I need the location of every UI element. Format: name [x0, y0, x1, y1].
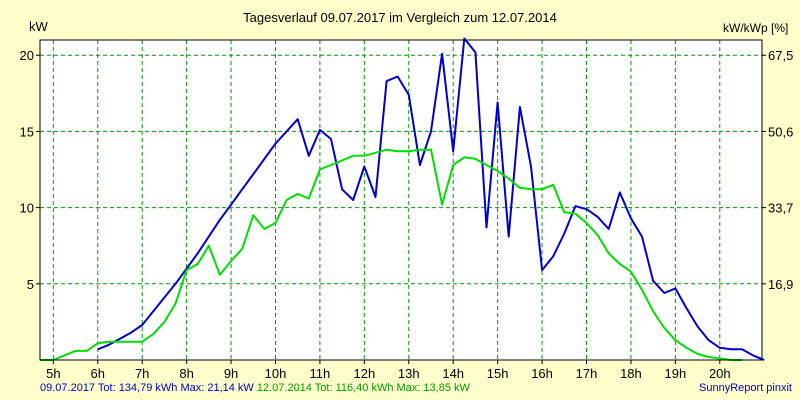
series-lines	[40, 37, 765, 361]
plot-border	[39, 39, 763, 361]
y-axis-label-right: kW/kWp [%]	[723, 21, 789, 35]
grid	[40, 40, 762, 360]
y-axis-label-left: kW	[29, 19, 48, 34]
legend-series-1: 09.07.2017 Tot: 134,79 kWh Max: 21,14 kW	[40, 382, 254, 394]
y-tick-label-left: 15	[20, 124, 34, 139]
x-tick-label: 8h	[179, 366, 193, 381]
x-tick-label: 10h	[265, 366, 287, 381]
x-tick-label: 19h	[665, 366, 687, 381]
x-tick-label: 6h	[91, 366, 105, 381]
legend-series-2: 12.07.2014 Tot: 116,40 kWh Max: 13,85 kW	[256, 382, 470, 394]
x-tick-label: 17h	[576, 366, 598, 381]
y-tick-label-right: 50,6	[768, 124, 793, 139]
plot-area	[39, 39, 763, 361]
y-tick-label-left: 5	[27, 277, 34, 292]
x-tick-label: 7h	[135, 366, 149, 381]
x-tick-label: 5h	[46, 366, 60, 381]
x-tick-label: 9h	[224, 366, 238, 381]
y-tick-label-right: 33,7	[768, 201, 793, 216]
y-tick-label-right: 16,9	[768, 277, 793, 292]
series-line-1	[97, 37, 765, 361]
y-tick-label-right: 67,5	[768, 48, 793, 63]
y-tick-label-left: 20	[20, 48, 34, 63]
chart-title: Tagesverlauf 09.07.2017 im Vergleich zum…	[243, 10, 557, 25]
x-tick-label: 13h	[398, 366, 420, 381]
x-tick-label: 15h	[487, 366, 509, 381]
legend-summary: 09.07.2017 Tot: 134,79 kWh Max: 21,14 kW…	[40, 382, 470, 394]
credit-text: SunnyReport pinxit	[699, 382, 792, 394]
x-tick-label: 11h	[310, 366, 331, 381]
y-tick-label-left: 10	[20, 201, 34, 216]
x-tick-label: 18h	[620, 366, 642, 381]
x-tick-label: 16h	[531, 366, 553, 381]
x-tick-label: 14h	[442, 366, 464, 381]
series-line-2	[40, 148, 742, 361]
x-tick-label: 12h	[353, 366, 375, 381]
axis-ticks: 5h 6h 7h 8h 9h 10h 11h 12h 13h 14h 15h 16h 17h 18h 19h…	[20, 48, 794, 381]
x-tick-label: 20h	[709, 366, 731, 381]
